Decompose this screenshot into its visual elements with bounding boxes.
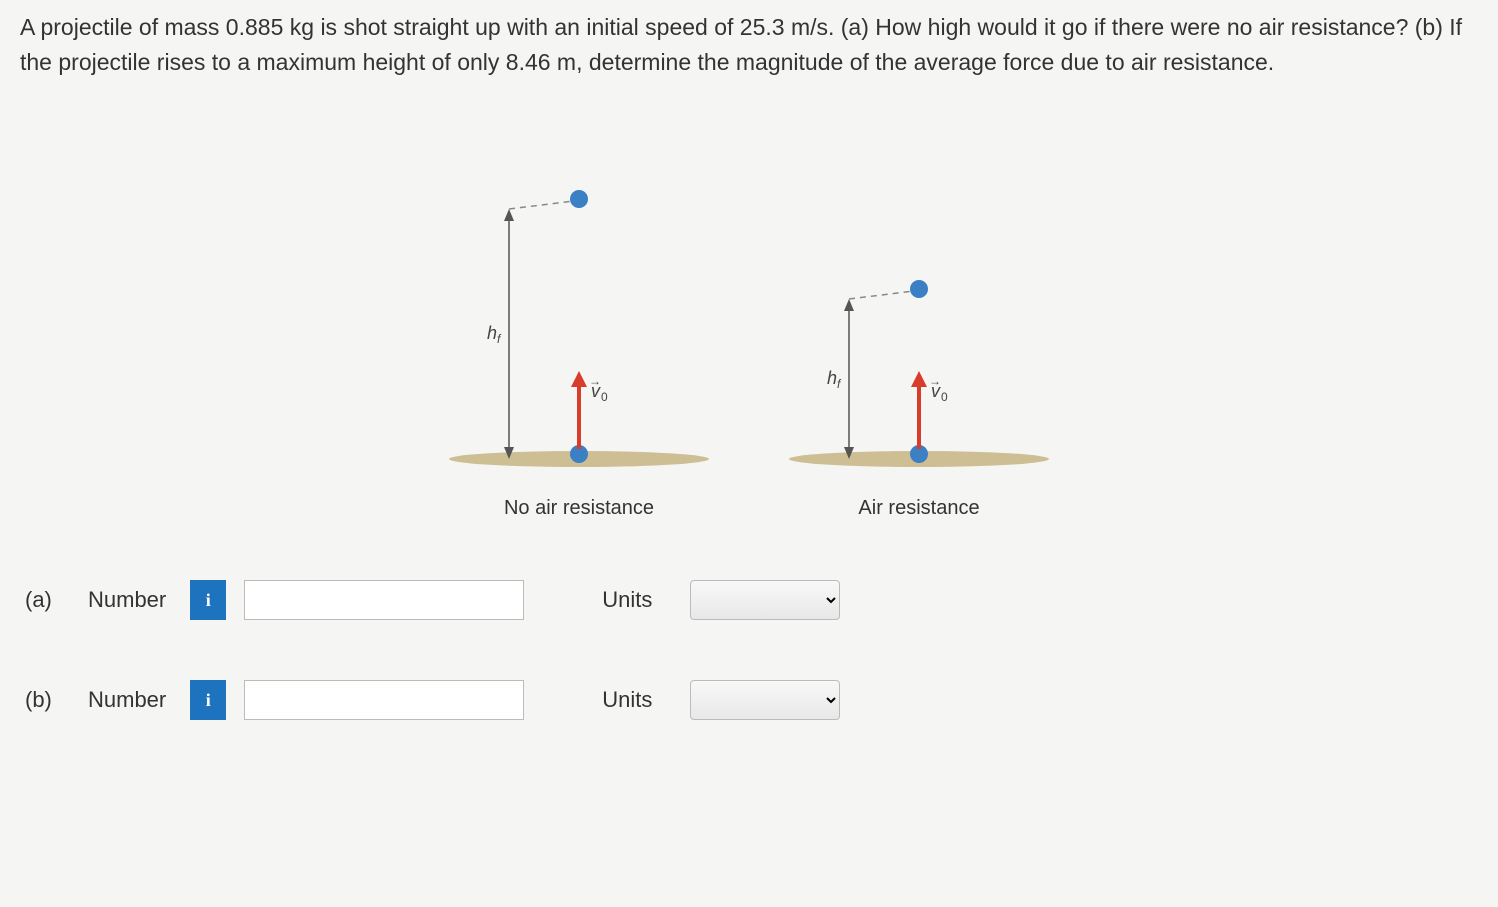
part-label-b: (b) [25, 687, 70, 713]
svg-text:→: → [589, 374, 601, 388]
units-select-b[interactable] [690, 680, 840, 720]
units-label-b: Units [602, 687, 652, 713]
svg-text:0: 0 [941, 390, 948, 404]
answers-section: (a) Number i Units (b) Number i Units [25, 580, 1478, 720]
units-label-a: Units [602, 587, 652, 613]
number-label-b: Number [88, 687, 166, 713]
diagram-container: h f v → 0 No air resistance h [20, 119, 1478, 520]
part-label-a: (a) [25, 587, 70, 613]
svg-text:f: f [497, 332, 502, 346]
svg-text:h: h [487, 323, 497, 343]
diagram-no-air: h f v → 0 No air resistance [439, 119, 719, 520]
diagram-no-air-svg: h f v → 0 [439, 119, 719, 479]
diagram-air-svg: h f v → 0 [779, 119, 1059, 479]
caption-air: Air resistance [858, 497, 979, 520]
answer-row-b: (b) Number i Units [25, 680, 1478, 720]
answer-row-a: (a) Number i Units [25, 580, 1478, 620]
number-input-a[interactable] [244, 580, 524, 620]
caption-no-air: No air resistance [504, 497, 654, 520]
svg-text:f: f [837, 377, 842, 391]
units-select-a[interactable] [690, 580, 840, 620]
svg-text:→: → [929, 374, 941, 388]
svg-text:0: 0 [601, 390, 608, 404]
number-label-a: Number [88, 587, 166, 613]
number-input-b[interactable] [244, 680, 524, 720]
info-button-b[interactable]: i [190, 680, 226, 720]
diagram-air: h f v → 0 Air resistance [779, 119, 1059, 520]
question-text: A projectile of mass 0.885 kg is shot st… [20, 10, 1478, 79]
svg-text:h: h [827, 368, 837, 388]
info-button-a[interactable]: i [190, 580, 226, 620]
